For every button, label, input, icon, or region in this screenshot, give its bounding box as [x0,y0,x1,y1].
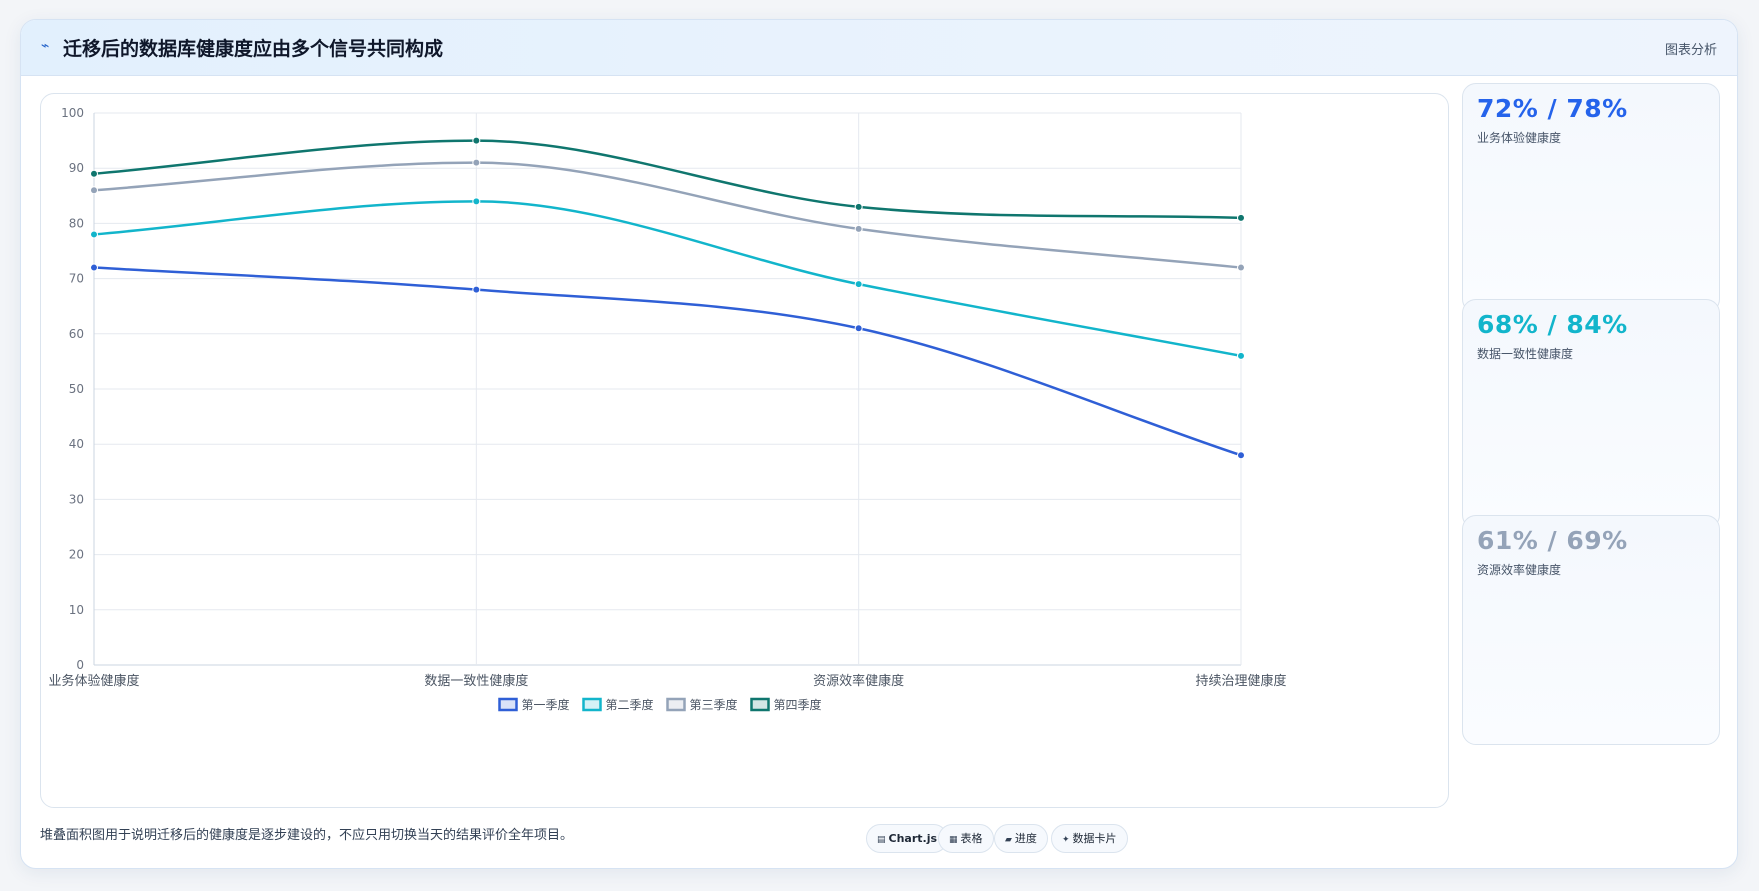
legend-swatch [750,697,770,712]
stat-card-resource: 61% / 69% 资源效率健康度 [1462,515,1720,745]
chart-analysis-link[interactable]: 图表分析 [1664,43,1717,58]
data-point [854,280,863,289]
legend-label: 第三季度 [690,697,738,712]
data-point [472,158,481,167]
x-tick-label: 业务体验健康度 [48,673,139,689]
table-pill[interactable]: ▦ 表格 [938,824,994,853]
y-tick-label: 70 [69,272,84,286]
legend-label: 第四季度 [774,697,822,712]
progress-icon: ▰ [1005,835,1012,845]
legend-label: 第二季度 [606,697,654,712]
series-line [93,266,1242,457]
legend-swatch [498,697,518,712]
pill-label: 数据卡片 [1072,832,1117,845]
stat-value: 72% / 78% [1477,94,1628,123]
x-tick-label: 数据一致性健康度 [424,673,528,689]
pill-label: 表格 [960,832,983,845]
legend-label: 第一季度 [522,697,570,712]
pulse-icon: ⌁ [41,38,50,54]
y-tick-label: 10 [69,603,84,617]
series-line [93,139,1242,220]
series-line [93,200,1242,358]
footer-note: 堆叠面积图用于说明迁移后的健康度是逐步建设的，不应只用切换当天的结果评价全年项目… [40,828,574,843]
data-card-pill[interactable]: ✦ 数据卡片 [1051,824,1128,853]
stat-card-consistency: 68% / 84% 数据一致性健康度 [1462,299,1720,529]
progress-pill[interactable]: ▰ 进度 [994,824,1048,853]
data-point [854,202,863,211]
data-point [1237,351,1245,360]
y-tick-label: 40 [69,437,84,451]
page-title: 迁移后的数据库健康度应由多个信号共同构成 [63,38,444,60]
chartjs-pill[interactable]: ▤ Chart.js [866,824,949,853]
series-line [93,161,1242,269]
stat-label: 资源效率健康度 [1477,563,1562,577]
chart-panel: 0 10 20 30 40 50 60 70 80 90 100 业务体验健康度 数据一致性健康度 资源效… [40,93,1449,808]
stat-value: 68% / 84% [1477,310,1628,339]
card-header: ⌁ 迁移后的数据库健康度应由多个信号共同构成 图表分析 [21,20,1737,76]
data-point [90,263,98,272]
data-point [472,136,481,145]
x-tick-label: 持续治理健康度 [1195,673,1286,689]
stat-label: 业务体验健康度 [1477,131,1562,145]
stat-card-business: 72% / 78% 业务体验健康度 [1462,83,1720,313]
y-tick-label: 50 [69,382,84,396]
legend-swatch [582,697,602,712]
data-point [1237,451,1245,460]
pill-label: Chart.js [888,832,938,845]
data-point [1237,213,1245,222]
x-tick-label: 资源效率健康度 [813,673,904,689]
table-icon: ▦ [949,835,958,845]
y-tick-label: 60 [69,327,84,341]
data-point [854,324,863,333]
y-tick-label: 20 [69,548,84,562]
y-tick-label: 90 [69,161,84,175]
data-point [1237,263,1245,272]
y-tick-label: 0 [76,658,84,672]
pill-label: 进度 [1014,832,1037,845]
y-tick-label: 80 [69,216,84,230]
card-icon: ✦ [1062,835,1070,845]
chart-card: ⌁ 迁移后的数据库健康度应由多个信号共同构成 图表分析 0 10 20 30 40 50 6… [20,19,1738,869]
y-tick-label: 100 [61,106,84,120]
data-point [90,230,98,239]
data-point [472,197,481,206]
data-point [90,186,98,195]
data-point [90,169,98,178]
chart-icon: ▤ [877,835,886,845]
y-tick-label: 30 [69,492,84,506]
stat-value: 61% / 69% [1477,526,1628,555]
line-chart: 0 10 20 30 40 50 60 70 80 90 100 业务体验健康度 数据一致性健康度 资源效… [48,106,1286,712]
data-point [854,224,863,233]
stat-label: 数据一致性健康度 [1477,347,1574,361]
legend-swatch [666,697,686,712]
data-point [472,285,481,294]
